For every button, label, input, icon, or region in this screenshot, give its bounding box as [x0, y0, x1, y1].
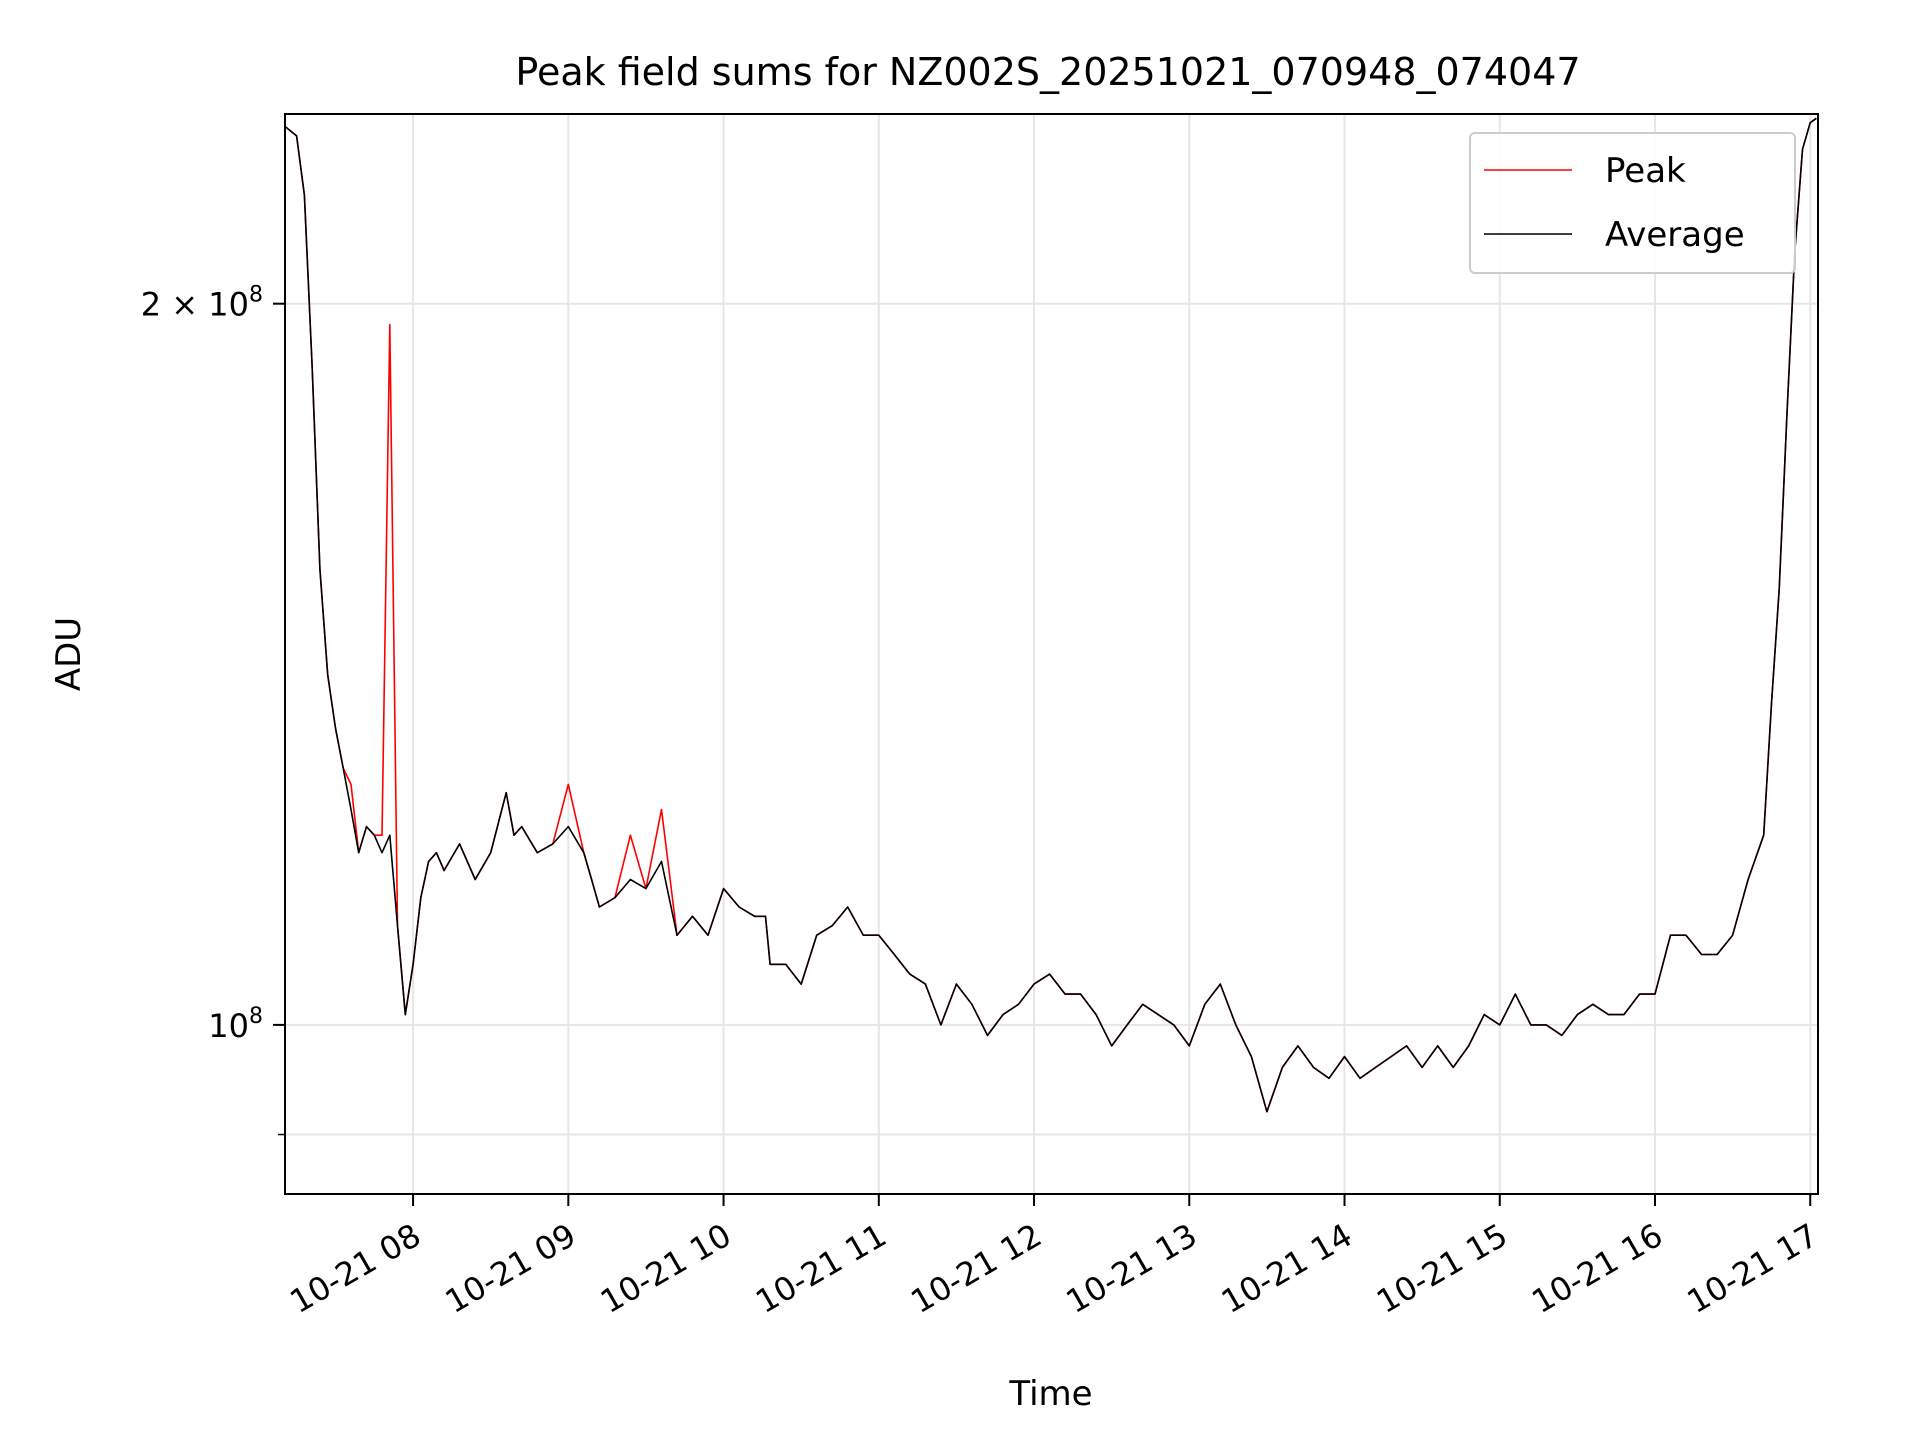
y-axis-label: ADU: [49, 617, 89, 691]
x-tick-label: 10-21 08: [283, 1216, 427, 1321]
legend-average-label: Average: [1605, 215, 1745, 255]
legend-box: [1469, 132, 1796, 274]
x-axis: 10-21 08 10-21 09 10-21 10 10-21 11 10-21 12…: [283, 1194, 1824, 1321]
legend: Peak Average: [1469, 132, 1796, 274]
x-axis-label: Time: [1008, 1374, 1092, 1414]
x-tick-label: 10-21 16: [1525, 1216, 1669, 1321]
x-tick-label: 10-21 09: [439, 1216, 583, 1321]
x-tick-label: 10-21 11: [749, 1216, 893, 1321]
plot-frame: [284, 113, 1819, 1195]
series-layer: [285, 117, 1817, 1113]
x-tick-label: 10-21 12: [904, 1216, 1048, 1321]
y-tick-label: 2 × 108: [141, 283, 263, 324]
grid-lines: [285, 114, 1818, 1194]
legend-peak-label: Peak: [1605, 151, 1686, 191]
chart-title: Peak field sums for NZ002S_20251021_0709…: [515, 50, 1580, 94]
series-average-line: [285, 117, 1817, 1113]
x-tick-label: 10-21 17: [1681, 1216, 1825, 1321]
x-tick-label: 10-21 10: [594, 1216, 738, 1321]
x-tick-label: 10-21 15: [1370, 1216, 1514, 1321]
y-axis: 108 2 × 108: [141, 283, 285, 1136]
y-tick-label: 108: [208, 1004, 263, 1045]
x-tick-label: 10-21 13: [1060, 1216, 1204, 1321]
x-tick-label: 10-21 14: [1215, 1216, 1359, 1321]
